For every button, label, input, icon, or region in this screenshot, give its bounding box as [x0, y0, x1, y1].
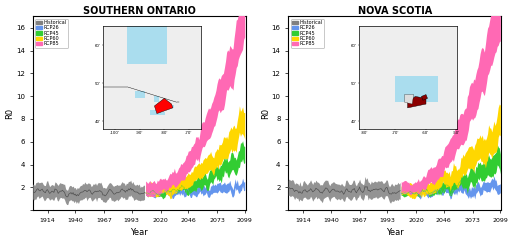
Legend: Historical, RCP26, RCP45, RCP60, RCP85: Historical, RCP26, RCP45, RCP60, RCP85	[290, 19, 324, 48]
Y-axis label: R0: R0	[6, 108, 14, 119]
X-axis label: Year: Year	[131, 228, 148, 237]
Y-axis label: R0: R0	[261, 108, 270, 119]
Legend: Historical, RCP26, RCP45, RCP60, RCP85: Historical, RCP26, RCP45, RCP60, RCP85	[35, 19, 68, 48]
Title: NOVA SCOTIA: NOVA SCOTIA	[358, 6, 432, 16]
Title: SOUTHERN ONTARIO: SOUTHERN ONTARIO	[83, 6, 196, 16]
X-axis label: Year: Year	[386, 228, 403, 237]
